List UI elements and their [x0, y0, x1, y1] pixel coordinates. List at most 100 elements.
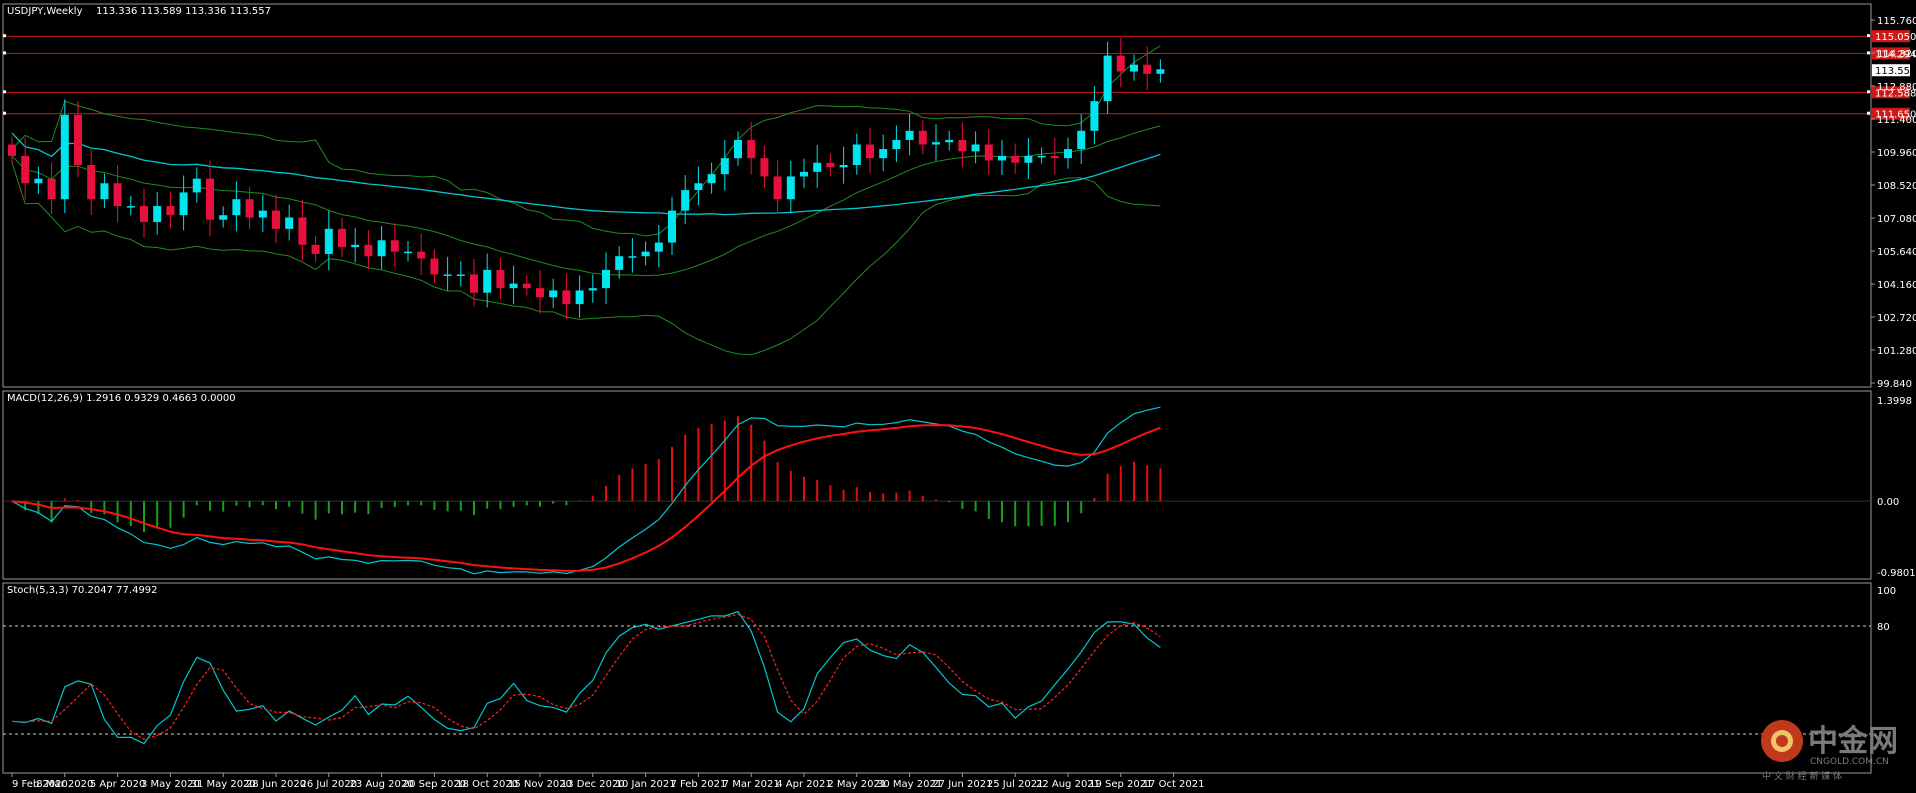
time-axis-label: 23 Aug 2020: [350, 779, 414, 790]
watermark-brand: 中金网: [1808, 724, 1898, 759]
price-axis-label: 107.080: [1877, 214, 1916, 225]
time-axis-label: 22 Aug 2021: [1036, 779, 1100, 790]
candle-body: [1103, 55, 1112, 102]
candle-body: [1064, 149, 1072, 159]
candle-body: [747, 139, 756, 159]
watermark-url: CNGOLD.COM.CN: [1810, 757, 1889, 767]
candle-body: [272, 210, 280, 229]
candle-body: [245, 199, 254, 218]
price-axis-label: 112.880: [1877, 82, 1916, 93]
candle-body: [720, 158, 729, 175]
candle-body: [179, 192, 188, 216]
candle-body: [1077, 130, 1086, 150]
candle-body: [773, 176, 782, 200]
candle-body: [338, 228, 346, 248]
candle-body: [470, 274, 478, 293]
price-tag-label: 115.050: [1875, 32, 1916, 43]
candle-body: [562, 290, 571, 305]
candle-body: [588, 288, 597, 291]
candle-body: [615, 256, 624, 270]
candle-body: [918, 130, 927, 145]
bollinger-mid-line: [11, 125, 1161, 277]
candle-body: [298, 217, 307, 245]
candle-body: [47, 178, 56, 200]
candle-body: [852, 144, 861, 166]
candle-body: [1037, 155, 1046, 158]
candle-body: [285, 217, 294, 229]
stoch-axis-label: 80: [1877, 622, 1890, 633]
candle-body: [258, 210, 267, 218]
stoch-title: Stoch(5,3,3) 70.2047 77.4992: [7, 585, 158, 596]
candle-body: [364, 244, 373, 257]
time-axis-label: 26 Jul 2020: [300, 779, 357, 790]
candle-body: [404, 251, 412, 254]
level-marker-left: [3, 90, 6, 94]
macd-line: [11, 406, 1161, 575]
price-panel: [2, 3, 1872, 388]
candle-body: [100, 183, 109, 200]
candle-body: [641, 251, 650, 257]
time-axis-label: 18 Oct 2020: [456, 779, 518, 790]
time-axis-label: 2 May 2021: [827, 779, 886, 790]
price-ohlc: 113.336 113.589 113.336 113.557: [96, 6, 271, 17]
candle-body: [60, 114, 69, 200]
time-axis-label: 28 Jun 2020: [246, 779, 306, 790]
candle-body: [879, 149, 888, 159]
time-axis-label: 4 Apr 2021: [776, 779, 831, 790]
candle-body: [998, 155, 1006, 161]
time-axis-label: 3 May 2020: [141, 779, 200, 790]
candle-body: [351, 244, 360, 248]
current-price-bg: [1872, 64, 1910, 77]
candle-body: [984, 144, 993, 161]
price-axis-label: 101.280: [1877, 346, 1916, 357]
price-tag-bg: [1872, 107, 1910, 120]
candle-body: [1156, 69, 1165, 74]
candle-body: [707, 174, 716, 184]
candle-body: [206, 178, 214, 220]
price-tag-bg: [1872, 30, 1910, 43]
candle-body: [786, 176, 795, 200]
candle-body: [324, 228, 333, 254]
price-tag-label: 112.588: [1875, 88, 1916, 99]
time-axis-label: 9 Feb 2020: [12, 779, 68, 790]
candle-body: [958, 139, 967, 152]
candle-body: [668, 210, 676, 243]
candle-body: [126, 206, 135, 208]
candle-body: [549, 290, 558, 298]
candle-body: [839, 165, 848, 168]
macd-signal-line: [11, 424, 1161, 572]
price-axis-label: 108.520: [1877, 181, 1916, 192]
time-axis-label: 7 Mar 2021: [723, 779, 780, 790]
time-axis-label: 25 Jul 2021: [987, 779, 1044, 790]
candle-body: [932, 142, 940, 145]
candle-body: [166, 206, 175, 216]
stoch-axis-label: 100: [1877, 586, 1896, 597]
candle-body: [654, 242, 663, 252]
candle-body: [377, 240, 386, 257]
candle-body: [945, 139, 954, 143]
bollinger-lower-line: [11, 162, 1161, 356]
candle-body: [74, 114, 82, 166]
candle-body: [311, 244, 320, 254]
candle-body: [8, 144, 16, 156]
candle-body: [1011, 155, 1020, 163]
watermark-tagline: 中 文 财 经 新 媒 体: [1762, 770, 1842, 782]
candle-body: [971, 144, 980, 152]
candle-body: [813, 162, 822, 172]
candle-body: [34, 178, 43, 184]
bollinger-upper-line: [11, 45, 1161, 237]
current-price-label: 113.557: [1875, 66, 1916, 77]
candle-body: [232, 199, 241, 216]
candle-body: [1116, 55, 1125, 72]
candle-body: [509, 283, 518, 289]
price-axis-label: 109.960: [1877, 148, 1916, 159]
macd-axis-label: 1.3998: [1877, 396, 1912, 407]
level-marker-right: [1867, 34, 1870, 38]
candle-body: [417, 251, 426, 259]
candle-body: [905, 130, 914, 140]
moving-average-line: [11, 132, 1161, 216]
candle-body: [602, 269, 610, 289]
price-tag-bg: [1872, 86, 1910, 99]
time-axis-label: 15 Nov 2020: [508, 779, 572, 790]
candle-body: [536, 288, 544, 298]
